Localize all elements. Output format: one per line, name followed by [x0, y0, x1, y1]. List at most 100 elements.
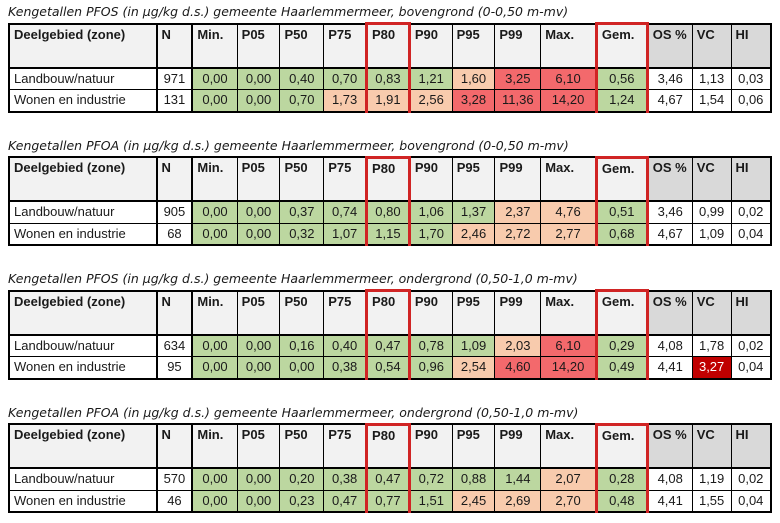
column-header: OS %: [646, 156, 693, 202]
value-cell: 2,70: [540, 489, 597, 513]
value-cell: 3,27: [691, 356, 732, 380]
table-row: Landbouw/natuur 570 0,00 0,00 0,20 0,38 0,47 0,…: [8, 467, 772, 491]
column-header: P50: [279, 22, 325, 69]
value-cell: 0,32: [279, 222, 325, 246]
value-cell: 0,00: [191, 222, 238, 246]
column-header: Min.: [191, 22, 238, 69]
zone-cell: Landbouw/natuur: [8, 67, 158, 90]
value-cell: 0,00: [191, 334, 238, 357]
value-cell: 1,51: [408, 489, 453, 513]
value-cell: 46: [156, 489, 194, 513]
column-header: P90: [408, 289, 453, 336]
column-header: Gem.: [594, 155, 649, 202]
value-cell: 4,08: [646, 467, 693, 491]
value-cell: 4,41: [646, 489, 693, 513]
column-header: P75: [323, 289, 368, 336]
column-header: P75: [323, 22, 367, 69]
column-header: Gem.: [594, 22, 649, 69]
column-header: VC: [691, 22, 732, 69]
column-header: P80: [365, 155, 411, 202]
value-cell: 0,00: [236, 222, 281, 246]
column-header: P99: [494, 289, 542, 336]
value-cell: 68: [156, 222, 194, 246]
column-header: HI: [730, 22, 772, 69]
value-cell: 3,46: [646, 67, 693, 90]
value-cell: 2,69: [494, 489, 542, 513]
value-cell: 0,00: [279, 356, 325, 380]
value-cell: 1,73: [323, 89, 367, 113]
table-row: Wonen en industrie 46 0,00 0,00 0,23 0,47 0,77…: [8, 489, 772, 513]
value-cell: 95: [156, 356, 194, 380]
column-header: Max.: [540, 156, 597, 202]
column-header: HI: [730, 156, 772, 202]
column-header: P80: [365, 289, 411, 336]
table-row: Landbouw/natuur 634 0,00 0,00 0,16 0,40 0,47 0,…: [8, 334, 772, 357]
column-header: HI: [730, 423, 772, 469]
value-cell: 0,28: [594, 467, 649, 491]
column-header: P80: [365, 22, 411, 69]
column-header: Gem.: [594, 289, 649, 336]
column-header: P99: [494, 22, 542, 69]
value-cell: 0,47: [323, 489, 368, 513]
value-cell: 1,07: [323, 222, 368, 246]
column-header: P05: [236, 156, 281, 202]
column-header: P05: [236, 289, 281, 336]
column-header: P50: [279, 423, 325, 469]
value-cell: 1,15: [365, 222, 411, 246]
column-header: N: [156, 423, 194, 469]
value-cell: 3,25: [494, 67, 542, 90]
table-row: Wonen en industrie 131 0,00 0,00 0,70 1,73 1,9…: [8, 89, 772, 113]
header-row: Deelgebied (zone) N Min. P05 P50 P75 P80 P90 P95…: [8, 155, 772, 202]
value-cell: 6,10: [540, 67, 597, 90]
value-cell: 0,04: [730, 222, 772, 246]
value-cell: 14,20: [540, 356, 597, 380]
value-cell: 2,56: [408, 89, 453, 113]
value-cell: 0,00: [236, 467, 281, 491]
column-header: Deelgebied (zone): [8, 289, 158, 336]
value-cell: 570: [156, 467, 194, 491]
value-cell: 11,36: [494, 89, 542, 113]
column-header: VC: [691, 156, 732, 202]
value-cell: 2,37: [494, 200, 542, 224]
value-cell: 0,47: [365, 467, 411, 491]
value-cell: 4,76: [540, 200, 597, 224]
value-cell: 0,02: [730, 467, 772, 491]
value-cell: 0,06: [730, 89, 772, 113]
column-header: P95: [451, 423, 496, 469]
value-cell: 0,00: [236, 89, 281, 113]
value-cell: 1,21: [408, 67, 453, 90]
table-row: Landbouw/natuur 971 0,00 0,00 0,40 0,70 0,83 1,…: [8, 67, 772, 90]
value-cell: 634: [156, 334, 194, 357]
value-cell: 0,00: [191, 356, 238, 380]
value-cell: 0,70: [279, 89, 325, 113]
table-block: Kengetallen PFOS (in µg/kg d.s.) gemeent…: [8, 271, 772, 380]
value-cell: 6,10: [540, 334, 597, 357]
value-cell: 0,03: [730, 67, 772, 90]
value-cell: 2,77: [540, 222, 597, 246]
value-cell: 0,74: [323, 200, 368, 224]
value-cell: 0,20: [279, 467, 325, 491]
value-cell: 1,09: [691, 222, 732, 246]
value-cell: 2,46: [451, 222, 496, 246]
value-cell: 1,44: [494, 467, 542, 491]
value-cell: 971: [156, 67, 194, 90]
value-cell: 0,00: [236, 67, 281, 90]
column-header: P75: [323, 156, 368, 202]
column-header: Deelgebied (zone): [8, 156, 158, 202]
zone-cell: Landbouw/natuur: [8, 467, 158, 491]
column-header: Min.: [191, 423, 238, 469]
column-header: P95: [451, 289, 496, 336]
table-title: Kengetallen PFOS (in µg/kg d.s.) gemeent…: [8, 4, 569, 19]
column-header: VC: [691, 423, 732, 469]
value-cell: 0,40: [323, 334, 368, 357]
column-header: HI: [730, 289, 772, 336]
table-block: Kengetallen PFOA (in µg/kg d.s.) gemeent…: [8, 405, 772, 513]
column-header: Min.: [191, 289, 238, 336]
value-cell: 1,55: [691, 489, 732, 513]
value-cell: 0,80: [365, 200, 411, 224]
header-row: Deelgebied (zone) N Min. P05 P50 P75 P80 P90 P95…: [8, 22, 772, 69]
stats-table: Deelgebied (zone) N Min. P05 P50 P75 P80 P90 P95…: [8, 289, 772, 380]
zone-cell: Wonen en industrie: [8, 89, 158, 113]
table-row: Wonen en industrie 68 0,00 0,00 0,32 1,07 1,15…: [8, 222, 772, 246]
